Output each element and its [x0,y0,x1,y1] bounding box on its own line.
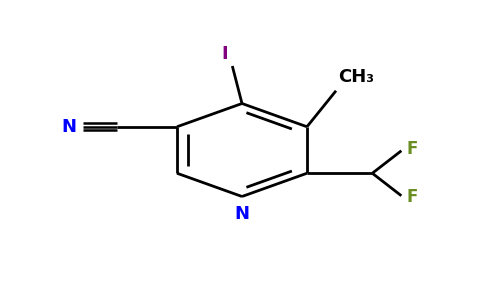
Text: I: I [222,45,228,63]
Text: F: F [406,188,418,206]
Text: N: N [235,205,249,223]
Text: F: F [406,140,418,158]
Text: CH₃: CH₃ [338,68,375,86]
Text: N: N [62,118,77,136]
